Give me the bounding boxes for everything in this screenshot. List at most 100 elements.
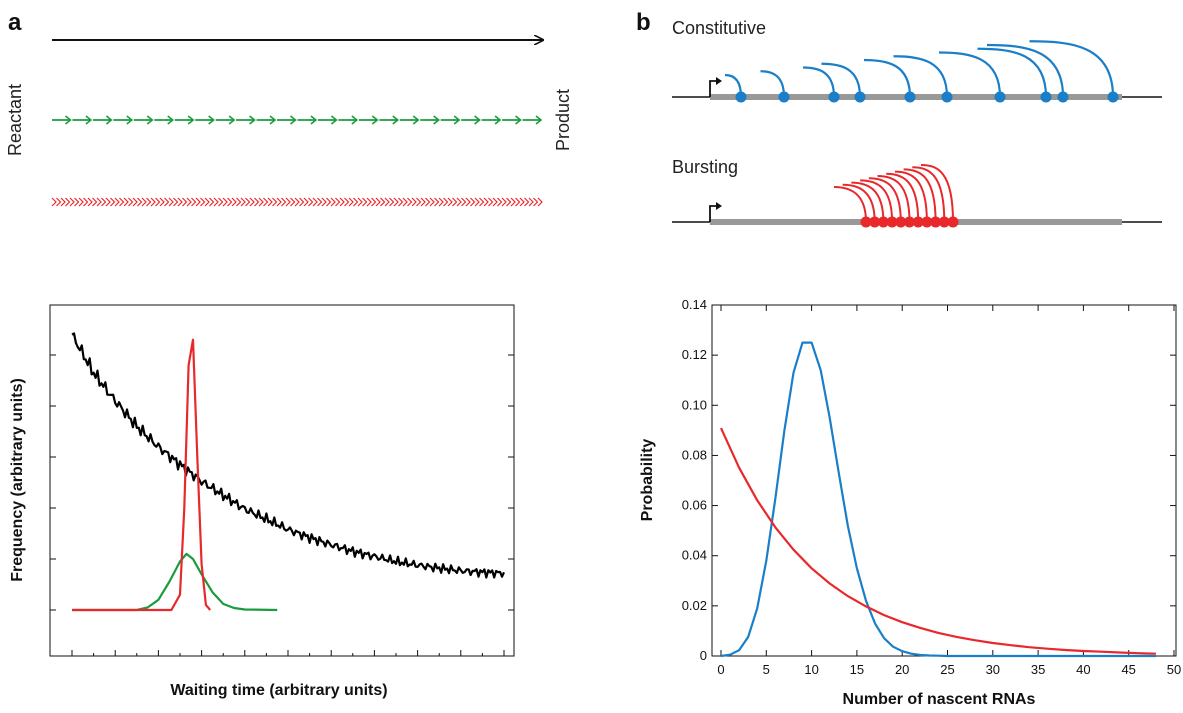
multistep-arrowhead-icon [105,115,113,125]
chart-b-y-tick-label: 0 [700,648,707,663]
polymerase-dot [886,216,898,228]
many-step-chevron-icon [285,197,291,207]
many-step-chevron-icon [267,197,273,207]
nascent-rna-strand [894,170,928,223]
chart-b-x-tick-label: 35 [1031,662,1045,677]
chart-b-x-tick-label: 10 [804,662,818,677]
many-step-chevron-icon [78,197,84,207]
many-step-chevron-icon [416,197,422,207]
promoter-arrow-icon [709,205,718,222]
polymerase-dot [904,91,916,103]
nascent-rna-strand [893,55,949,98]
many-step-chevron-icon [146,197,152,207]
multistep-arrowhead-icon [412,115,420,125]
multistep-arrowhead-icon [85,115,93,125]
polymerase-dot [828,91,840,103]
many-step-chevron-icon [474,197,480,207]
many-step-chevron-icon [434,197,440,207]
many-step-chevron-icon [227,197,233,207]
nascent-rna-probability-chart: 0 5 10 15 20 25 30 35 40 45 50 0 0.02 0.04 0.06 0.08 0.1… [639,297,1181,708]
many-step-chevron-icon [519,197,525,207]
multistep-reaction-arrows [52,115,543,125]
reactant-label: Reactant [5,84,25,156]
chart-b-x-tick-label: 15 [850,662,864,677]
many-step-chevron-icon [528,197,534,207]
many-step-chevron-icon [218,197,224,207]
chart-a-y-axis-title: Frequency (arbitrary units) [9,378,26,582]
chart-b-y-tick-label: 0.14 [682,297,707,312]
many-step-chevron-icon [128,197,134,207]
multistep-arrowhead-icon [167,115,175,125]
chart-a-x-axis-title: Waiting time (arbitrary units) [170,682,387,699]
many-step-chevron-icon [177,197,183,207]
multistep-arrowhead-icon [515,115,522,125]
many-step-chevron-icon [204,197,210,207]
many-step-chevron-icon [420,197,426,207]
many-step-chevron-icon [236,197,242,207]
nascent-rna-strand [938,51,1002,98]
many-step-chevron-icon [60,197,66,207]
many-step-chevron-icon [330,197,336,207]
polymerase-dot [877,216,889,228]
polymerase-dot [895,216,907,228]
many-step-chevron-icon [231,197,237,207]
many-step-chevron-icon [456,197,462,207]
chart-b-x-tick-label: 40 [1076,662,1090,677]
chart-a-series-line [71,332,506,579]
multistep-arrowhead-icon [126,115,134,125]
polymerase-dot [904,216,915,228]
many-step-chevron-icon [375,197,381,207]
many-step-chevron-icon [222,197,228,207]
many-step-chevron-icon [150,197,156,207]
chart-a-series-line [72,552,278,612]
nascent-rna-strand [920,164,954,223]
many-step-chevron-icon [119,197,125,207]
many-step-chevron-icon [312,197,318,207]
chart-b-y-tick-label: 0.12 [682,347,707,362]
multistep-arrowhead-icon [351,115,359,125]
many-step-chevron-icon [155,197,161,207]
many-step-chevron-icon [56,197,62,207]
multistep-arrowhead-icon [371,115,379,125]
many-step-chevron-icon [209,197,215,207]
waiting-time-chart: Waiting time (arbitrary units) Frequency… [9,304,515,699]
many-step-chevron-icon [195,197,201,207]
many-step-chevron-icon [258,197,264,207]
many-step-chevron-icon [488,197,494,207]
many-step-chevron-icon [380,197,386,207]
promoter-arrowhead-icon [716,77,722,85]
many-step-chevron-icon [438,197,444,207]
multistep-arrowhead-icon [330,115,338,125]
many-step-chevron-icon [429,197,435,207]
many-step-chevron-icon [407,197,413,207]
multistep-arrowhead-icon [228,115,236,125]
many-step-chevron-icon [74,197,80,207]
many-step-chevron-icon [276,197,282,207]
many-step-chevron-icon [105,197,111,207]
many-step-chevron-icon [308,197,314,207]
product-label: Product [553,89,573,151]
multistep-arrowhead-icon [310,115,318,125]
many-step-chevron-icon [465,197,471,207]
multistep-arrowhead-icon [269,115,277,125]
chart-b-series-line [720,341,1156,658]
many-step-chevron-icon [281,197,287,207]
many-step-chevron-icon [344,197,350,207]
many-step-chevron-icon [132,197,138,207]
many-step-chevron-icon [272,197,278,207]
many-step-chevron-icon [402,197,408,207]
many-step-chevron-icon [137,197,143,207]
chart-b-x-tick-label: 5 [763,662,770,677]
many-step-chevron-icon [213,197,219,207]
many-step-chevron-icon [254,197,260,207]
nascent-rna-strand [868,177,902,223]
bursting-label: Bursting [672,157,738,177]
chart-b-y-axis-title: Probability [639,439,656,522]
chart-b-x-tick-label: 50 [1167,662,1181,677]
constitutive-label: Constitutive [672,18,766,38]
many-step-chevron-icon [240,197,246,207]
constitutive-polymerases [724,40,1119,103]
many-step-chevron-icon [182,197,188,207]
promoter-arrow-icon [709,80,718,97]
many-step-chevron-icon [497,197,503,207]
